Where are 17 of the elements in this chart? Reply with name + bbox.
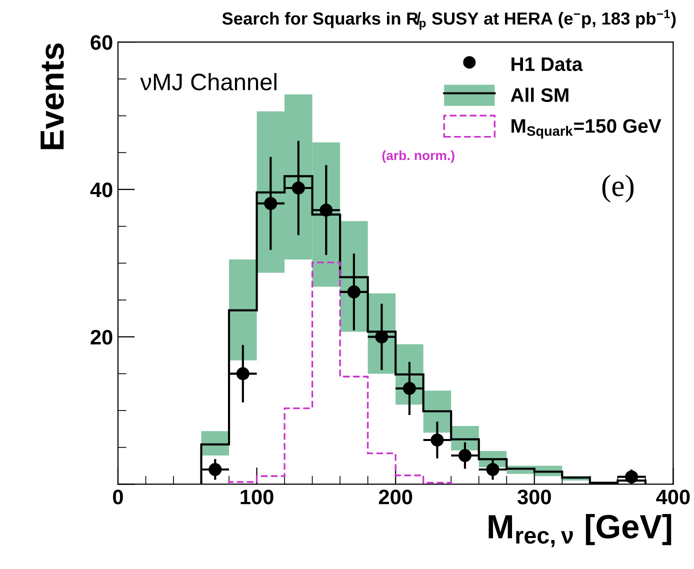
x-tick-label: 200 xyxy=(378,490,412,504)
legend-label: All SM xyxy=(510,88,568,102)
y-tick-label: 40 xyxy=(90,182,112,198)
legend-label: M$_{Squark}$=150 GeV xyxy=(512,119,662,139)
y-axis-title: Events xyxy=(40,43,64,150)
annotation: (e) xyxy=(602,174,634,202)
y-tick-label: 60 xyxy=(90,35,112,50)
x-tick-label: 300 xyxy=(517,490,551,504)
chart-title: Search for Squarks in R̸$_{p}$ SUSY at HERA (e$^{−}$p, 183 pb$^{−1}$) xyxy=(222,10,676,30)
y-tick-label: 20 xyxy=(90,330,112,345)
x-tick-label: 400 xyxy=(656,490,690,504)
annotation: νMJ Channel xyxy=(140,73,276,90)
x-tick-label: 0 xyxy=(113,490,123,504)
legend-label: H1 Data xyxy=(512,58,583,72)
annotation: (arb. norm.) xyxy=(382,150,454,163)
x-tick-label: 100 xyxy=(240,490,274,504)
x-axis-title: M$_{rec,ν}$ [GeV] xyxy=(488,514,672,548)
